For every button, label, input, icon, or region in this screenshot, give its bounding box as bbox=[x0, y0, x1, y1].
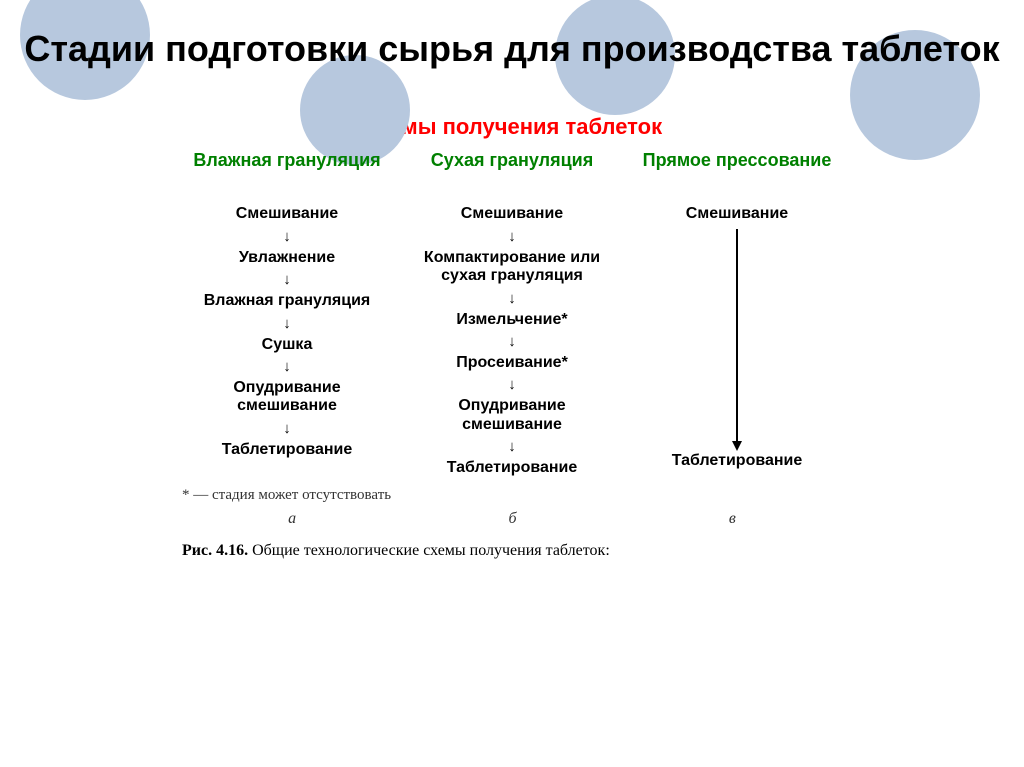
step-label: Смешивание bbox=[686, 205, 788, 223]
step-label: Влажная грануляция bbox=[204, 292, 371, 310]
down-arrow-icon: ↓ bbox=[508, 334, 516, 349]
down-arrow-icon: ↓ bbox=[283, 229, 291, 244]
down-arrow-icon: ↓ bbox=[283, 421, 291, 436]
step-label: Таблетирование bbox=[222, 441, 353, 459]
step-label: Смешивание bbox=[461, 205, 563, 223]
step-label: Смешивание bbox=[236, 205, 338, 223]
step-label: Компактирование или сухая грануляция bbox=[407, 249, 617, 286]
bg-circle bbox=[300, 55, 410, 165]
down-arrow-icon: ↓ bbox=[508, 439, 516, 454]
step-label: Сушка bbox=[262, 336, 313, 354]
step-label: Опудривание смешивание bbox=[407, 397, 617, 434]
column-wet-granulation: Влажная грануляция Смешивание ↓ Увлажнен… bbox=[182, 150, 392, 478]
column-dry-granulation: Сухая грануляция Смешивание ↓ Компактиро… bbox=[407, 150, 617, 478]
step-label: Просеивание* bbox=[456, 354, 568, 372]
step-label: Таблетирование bbox=[447, 459, 578, 477]
step-label: Увлажнение bbox=[239, 249, 335, 267]
down-arrow-icon: ↓ bbox=[283, 359, 291, 374]
footer: * — стадия может отсутствовать а б в Рис… bbox=[182, 487, 842, 560]
column-letter: в bbox=[729, 510, 736, 528]
long-down-arrow-icon bbox=[730, 229, 744, 451]
down-arrow-icon: ↓ bbox=[508, 229, 516, 244]
column-letter: а bbox=[288, 510, 296, 528]
down-arrow-icon: ↓ bbox=[508, 291, 516, 306]
caption-text: Общие технологические схемы получения та… bbox=[248, 542, 610, 559]
footnote: * — стадия может отсутствовать bbox=[182, 487, 842, 504]
caption-label: Рис. 4.16. bbox=[182, 542, 248, 559]
column-header: Прямое прессование bbox=[643, 150, 832, 194]
diagram: Влажная грануляция Смешивание ↓ Увлажнен… bbox=[182, 150, 842, 478]
column-header: Сухая грануляция bbox=[431, 150, 593, 194]
column-letters: а б в bbox=[182, 510, 842, 528]
figure-caption: Рис. 4.16. Общие технологические схемы п… bbox=[182, 542, 842, 560]
column-header: Влажная грануляция bbox=[193, 150, 380, 194]
step-label: Опудривание смешивание bbox=[182, 379, 392, 416]
down-arrow-icon: ↓ bbox=[283, 316, 291, 331]
column-letter: б bbox=[508, 510, 516, 528]
down-arrow-icon: ↓ bbox=[283, 272, 291, 287]
down-arrow-icon: ↓ bbox=[508, 377, 516, 392]
page-title: Стадии подготовки сырья для производства… bbox=[0, 0, 1024, 69]
step-label: Таблетирование bbox=[672, 452, 803, 470]
column-direct-compression: Прямое прессование Смешивание Таблетиров… bbox=[632, 150, 842, 478]
step-label: Измельчение* bbox=[456, 311, 567, 329]
